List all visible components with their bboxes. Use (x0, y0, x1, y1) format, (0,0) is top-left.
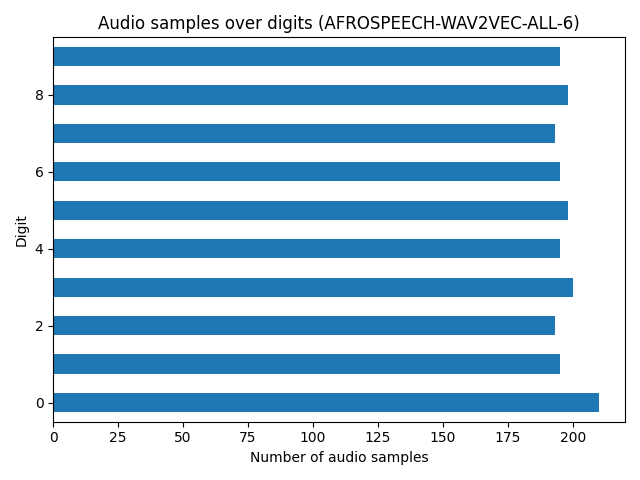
Bar (53, 201, 568, 220)
Y-axis label: Digit: Digit (15, 213, 29, 246)
Bar (53, 277, 573, 297)
Title: Audio samples over digits (AFROSPEECH-WAV2VEC-ALL-6): Audio samples over digits (AFROSPEECH-WA… (98, 15, 580, 33)
X-axis label: Number of audio samples: Number of audio samples (250, 451, 428, 465)
Bar (53, 239, 560, 258)
Bar (53, 316, 555, 335)
Bar (53, 47, 560, 66)
Bar (53, 85, 568, 105)
Bar (53, 393, 599, 412)
Bar (53, 162, 560, 181)
Bar (53, 124, 555, 143)
Bar (53, 354, 560, 373)
